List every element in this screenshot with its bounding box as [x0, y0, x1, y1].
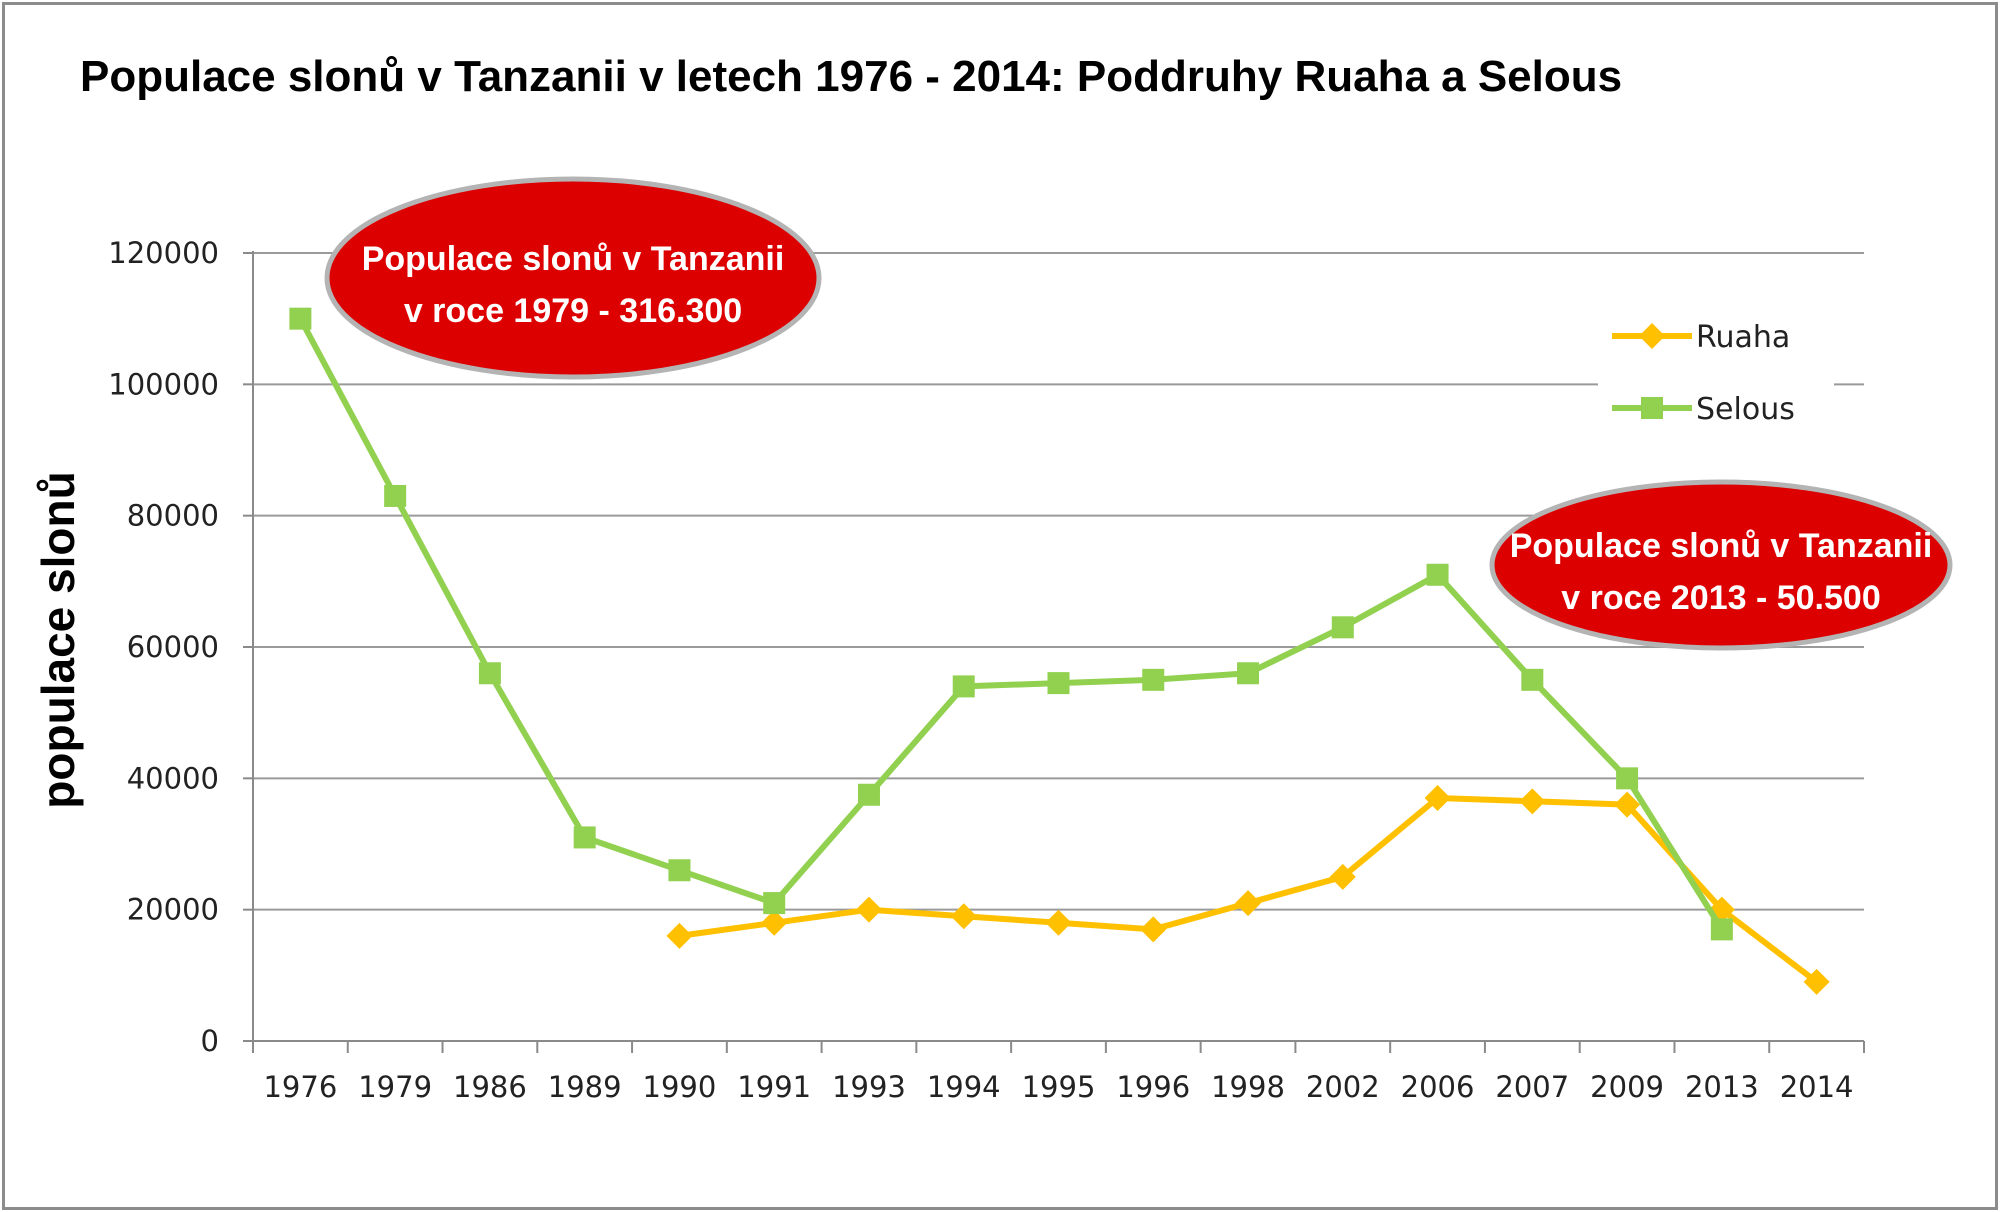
legend-box	[1598, 300, 1834, 440]
legend-label-ruaha: Ruaha	[1696, 320, 1790, 355]
x-tick-label: 1998	[1211, 1070, 1285, 1104]
series-line-ruaha	[678, 795, 1819, 985]
data-point-selous	[384, 484, 407, 507]
data-point-selous	[1616, 767, 1639, 790]
x-tick-label: 1995	[1022, 1070, 1096, 1104]
x-tick-label: 2009	[1590, 1070, 1664, 1104]
data-point-selous	[857, 783, 880, 806]
data-point-selous	[1521, 668, 1544, 691]
annotation-text: Populace slonů v Tanzanii	[1510, 527, 1933, 565]
legend-marker-ruaha	[1639, 323, 1665, 349]
data-point-selous	[1142, 668, 1165, 691]
x-tick-label: 1986	[453, 1070, 527, 1104]
data-point-selous	[668, 859, 691, 882]
x-tick-label: 1993	[832, 1070, 906, 1104]
x-tick-label: 1990	[643, 1070, 717, 1104]
y-tick-label: 40000	[127, 761, 219, 795]
data-point-ruaha	[950, 903, 977, 930]
data-point-ruaha	[1614, 791, 1641, 818]
x-tick-label: 2013	[1685, 1070, 1759, 1104]
x-tick-label: 2002	[1306, 1070, 1380, 1104]
data-point-ruaha	[855, 896, 882, 923]
data-point-selous	[573, 826, 596, 849]
data-point-selous	[1331, 616, 1354, 639]
data-point-ruaha	[1045, 909, 1072, 936]
data-point-selous	[1047, 672, 1070, 695]
y-tick-label: 100000	[108, 367, 219, 401]
y-tick-label: 60000	[127, 630, 219, 664]
x-tick-label: 1989	[548, 1070, 622, 1104]
series-line-selous	[297, 317, 1725, 931]
data-point-ruaha	[666, 922, 693, 949]
data-point-ruaha	[1424, 785, 1451, 812]
legend-label-selous: Selous	[1696, 392, 1795, 427]
chart-title: Populace slonů v Tanzanii v letech 1976 …	[80, 52, 1623, 101]
data-point-selous	[1710, 918, 1733, 941]
x-tick-label: 1979	[358, 1070, 432, 1104]
annotation-bubble	[1489, 479, 1953, 651]
data-point-selous	[952, 675, 975, 698]
data-point-ruaha	[1803, 968, 1830, 995]
y-tick-label: 20000	[127, 893, 219, 927]
data-point-selous	[1426, 563, 1449, 586]
x-tick-label: 1996	[1116, 1070, 1190, 1104]
annotation-bubble	[324, 176, 822, 380]
data-point-selous	[478, 662, 501, 685]
data-point-ruaha	[1329, 863, 1356, 890]
x-tick-label: 1976	[263, 1070, 337, 1104]
data-point-selous	[1237, 662, 1260, 685]
x-tick-label: 2014	[1780, 1070, 1854, 1104]
data-point-ruaha	[1519, 788, 1546, 815]
y-tick-label: 0	[201, 1024, 219, 1058]
data-point-selous	[289, 307, 312, 330]
y-tick-label: 80000	[127, 499, 219, 533]
data-point-ruaha	[761, 909, 788, 936]
annotation-text: v roce 2013 - 50.500	[1561, 579, 1880, 617]
x-tick-label: 2007	[1495, 1070, 1569, 1104]
y-tick-label: 120000	[108, 236, 219, 270]
legend-marker-selous	[1641, 397, 1663, 419]
annotation-text: Populace slonů v Tanzanii	[362, 240, 785, 278]
data-point-selous	[763, 892, 786, 915]
annotation-text: v roce 1979 - 316.300	[404, 292, 742, 330]
x-tick-label: 1994	[927, 1070, 1001, 1104]
x-tick-label: 2006	[1401, 1070, 1475, 1104]
data-point-ruaha	[1140, 916, 1167, 943]
data-point-ruaha	[1235, 890, 1262, 917]
x-tick-label: 1991	[737, 1070, 811, 1104]
